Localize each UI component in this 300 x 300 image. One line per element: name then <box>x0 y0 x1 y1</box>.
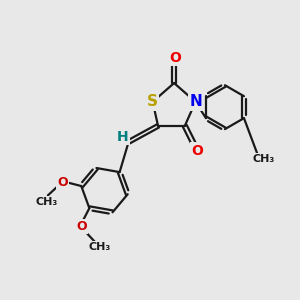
Text: CH₃: CH₃ <box>35 197 58 207</box>
Text: CH₃: CH₃ <box>89 242 111 252</box>
Text: H: H <box>117 130 128 144</box>
Text: O: O <box>57 176 68 188</box>
Text: N: N <box>189 94 202 109</box>
Text: O: O <box>76 220 87 233</box>
Text: O: O <box>191 143 203 158</box>
Text: CH₃: CH₃ <box>252 154 274 164</box>
Text: S: S <box>147 94 158 109</box>
Text: O: O <box>169 51 181 65</box>
